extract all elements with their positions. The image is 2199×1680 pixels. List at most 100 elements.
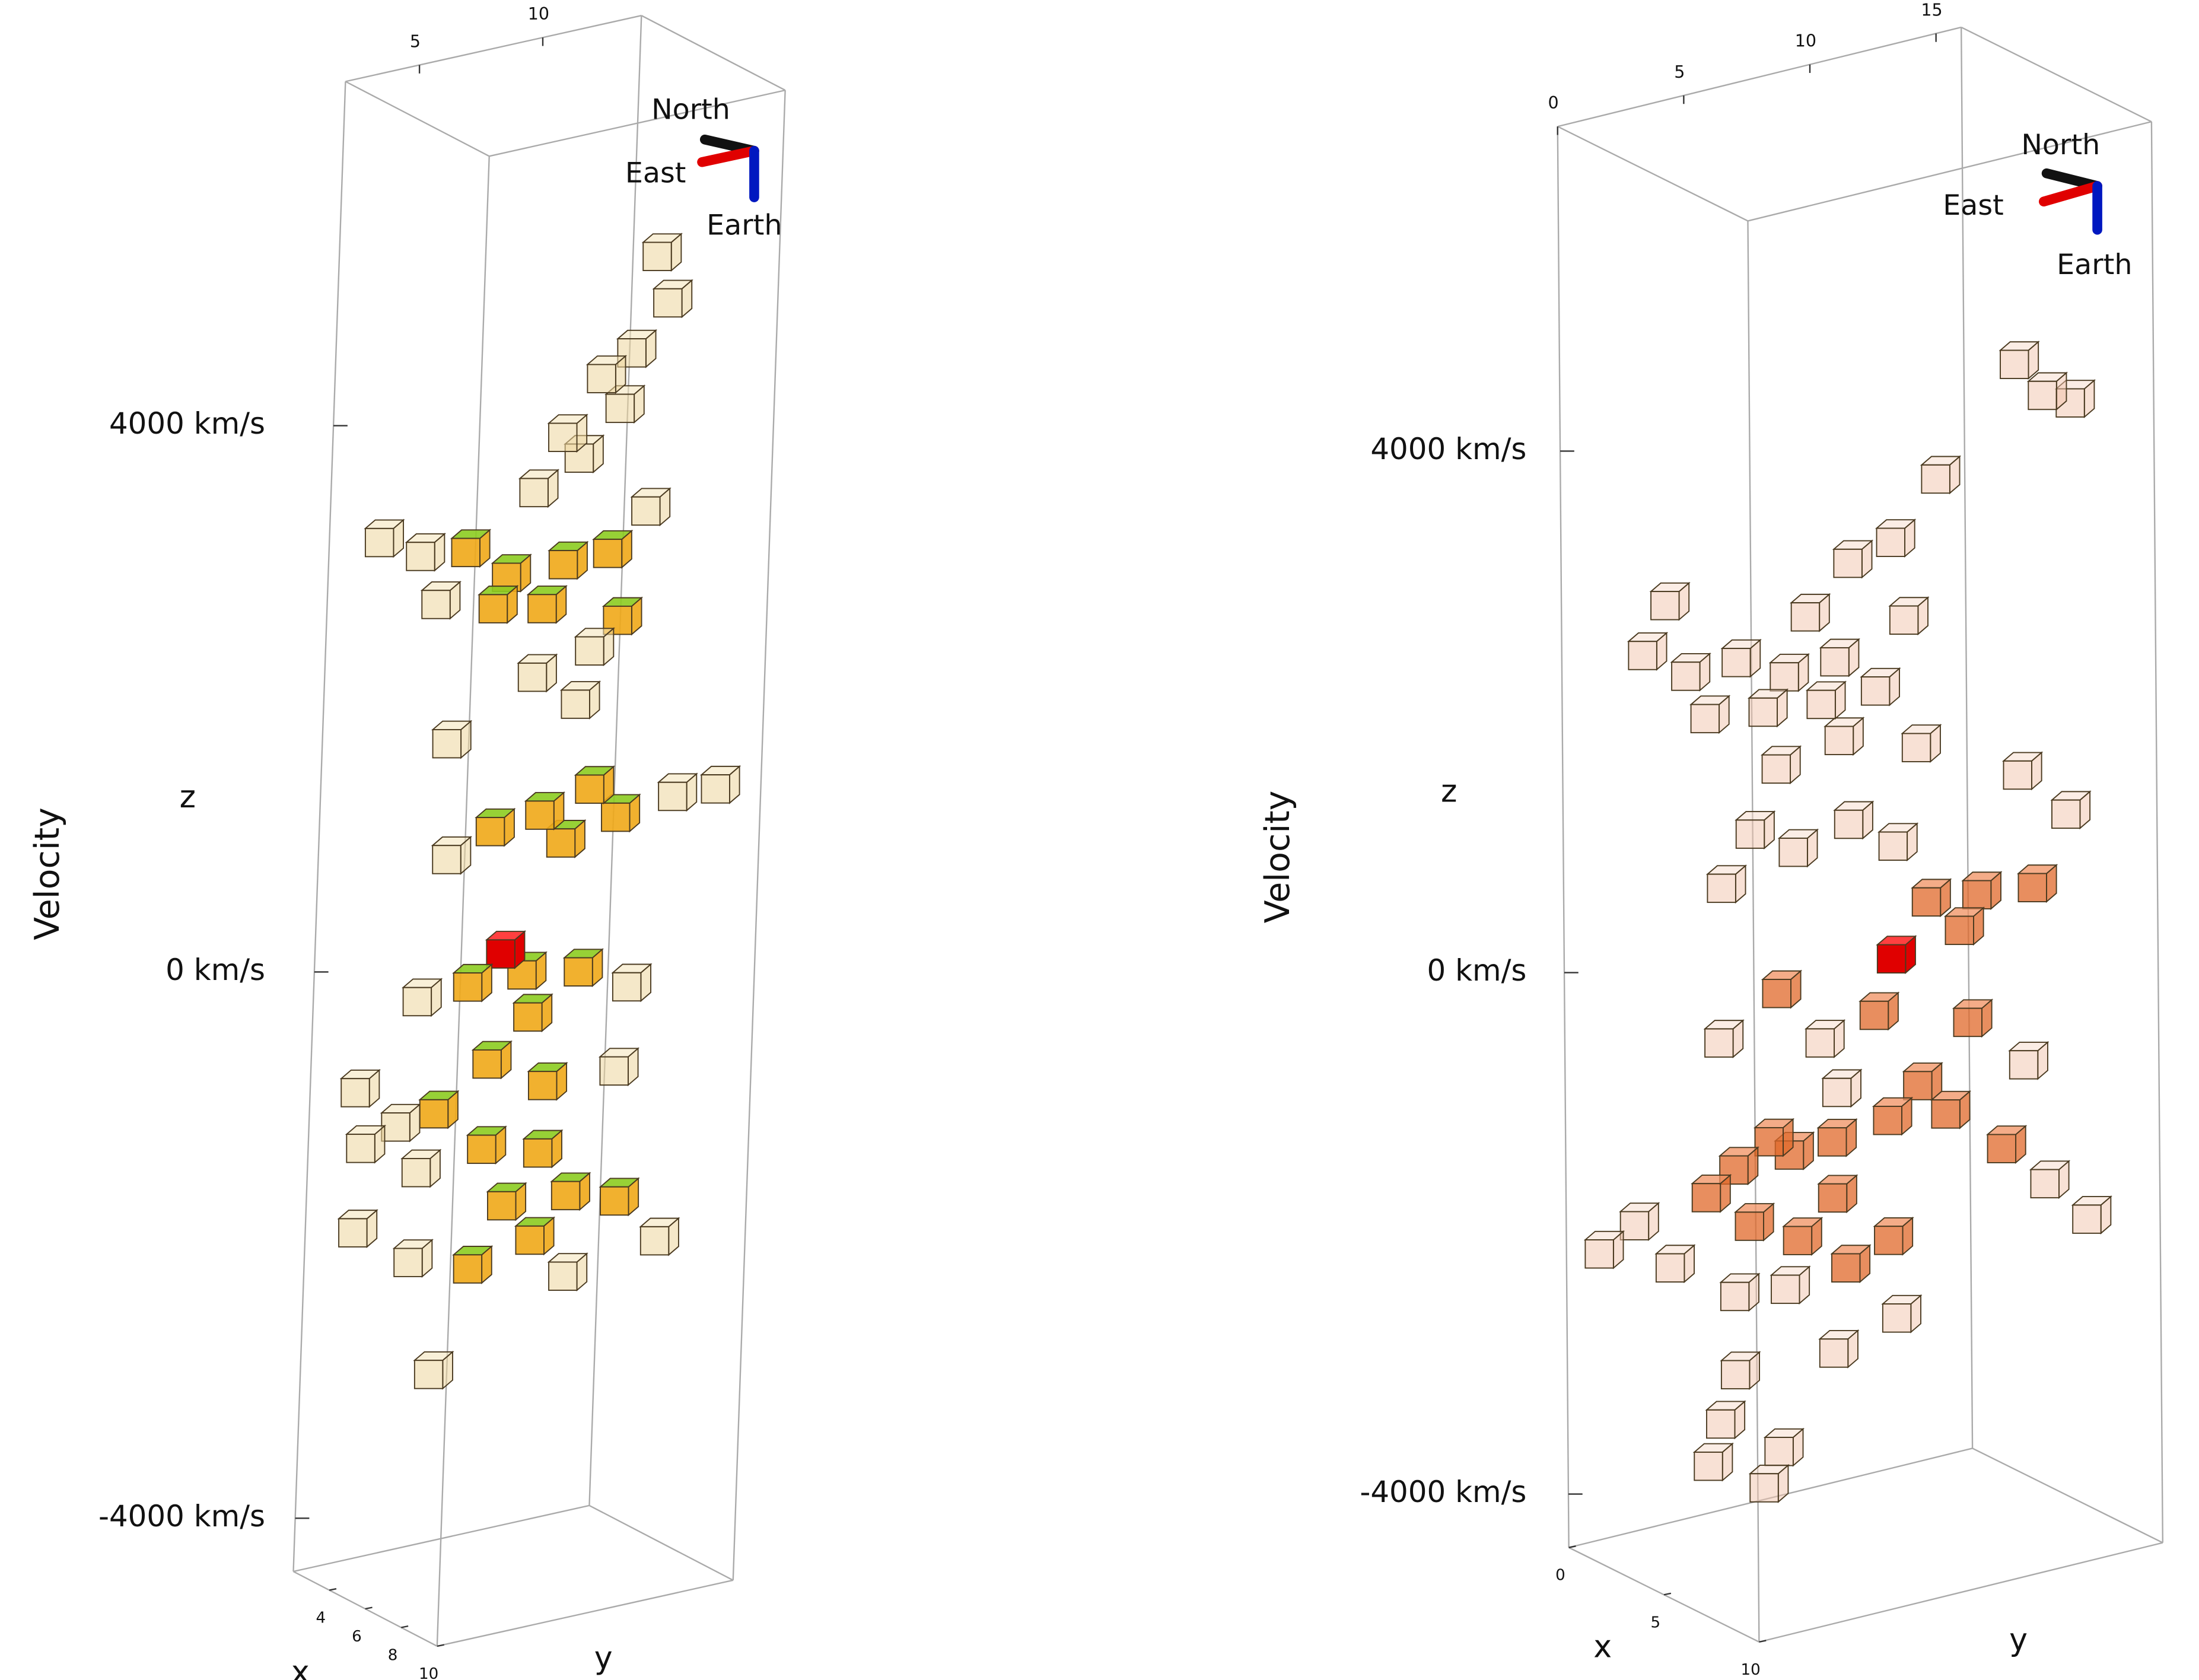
voxel xyxy=(1692,1175,1730,1212)
voxel xyxy=(1835,802,1873,839)
box-edge xyxy=(733,90,785,1580)
voxel-front xyxy=(1750,1474,1778,1502)
box-edge xyxy=(589,15,641,1506)
z-tick-label: -4000 km/s xyxy=(98,1499,265,1533)
orientation-label: North xyxy=(2021,129,2100,161)
voxel xyxy=(520,470,558,507)
voxel xyxy=(2000,342,2038,378)
orientation-label: East xyxy=(625,157,686,190)
voxel xyxy=(529,1063,567,1100)
box-edge xyxy=(1748,221,1759,1641)
voxel xyxy=(1820,1331,1858,1367)
voxel xyxy=(1707,1401,1745,1438)
voxel-front xyxy=(1835,810,1863,839)
voxel xyxy=(632,488,670,525)
voxel-front xyxy=(1883,1304,1911,1332)
voxel xyxy=(526,793,564,829)
box-edge xyxy=(437,156,489,1646)
voxel-front xyxy=(600,1057,628,1086)
voxel xyxy=(1806,1020,1844,1057)
voxel xyxy=(1931,1092,1969,1128)
box-edge xyxy=(294,81,346,1571)
voxel xyxy=(1807,682,1845,718)
x-tick xyxy=(1664,1593,1671,1595)
voxel xyxy=(1621,1203,1659,1240)
voxel-front xyxy=(594,539,622,568)
voxel-front xyxy=(1818,1128,1847,1156)
z-tick-label: 4000 km/s xyxy=(1370,432,1526,466)
axis-title: Velocity xyxy=(1258,791,1297,924)
voxel-front xyxy=(346,1134,375,1163)
voxel-front xyxy=(341,1078,370,1107)
voxel xyxy=(600,1178,638,1215)
voxel-front xyxy=(402,1159,431,1187)
voxel xyxy=(403,979,441,1016)
voxel-front xyxy=(575,775,604,803)
voxel-front xyxy=(549,424,577,452)
voxel xyxy=(488,1183,526,1220)
voxel-front xyxy=(575,637,604,666)
x-tick-label: 4 xyxy=(316,1609,326,1627)
voxel-front xyxy=(1585,1240,1614,1268)
voxel-front xyxy=(1628,641,1657,670)
voxel xyxy=(415,1352,453,1389)
voxel-front xyxy=(2000,351,2029,379)
voxel xyxy=(2028,373,2066,409)
voxel xyxy=(654,281,692,317)
box-edge xyxy=(1759,1543,2162,1642)
voxel xyxy=(552,1173,590,1210)
voxel-front xyxy=(549,1262,577,1290)
box-edge xyxy=(2152,122,2163,1542)
voxel xyxy=(402,1150,440,1187)
voxel xyxy=(406,534,444,571)
voxel-front xyxy=(1860,1001,1889,1030)
voxel xyxy=(1963,872,2001,909)
page: {"chart_data": [ {"type": "voxel3d", "va… xyxy=(0,0,2199,1680)
voxel-front xyxy=(2004,761,2032,790)
voxel xyxy=(1873,1098,1911,1135)
voxel xyxy=(339,1210,377,1247)
y-tick-label: 10 xyxy=(528,4,549,24)
voxel xyxy=(420,1092,458,1128)
voxel-front xyxy=(515,1226,544,1255)
voxel-front xyxy=(1807,691,1835,719)
voxel xyxy=(1819,1175,1857,1212)
x-tick-label: 8 xyxy=(388,1647,398,1665)
voxel xyxy=(1832,1245,1870,1282)
voxel xyxy=(479,586,517,623)
voxel xyxy=(549,1253,587,1290)
x-tick-label: 10 xyxy=(419,1665,438,1680)
voxel-front xyxy=(520,479,548,507)
voxel-front xyxy=(524,1139,552,1167)
voxel-front xyxy=(1651,591,1679,620)
voxel xyxy=(2052,791,2090,828)
voxel-front xyxy=(658,782,687,811)
voxel xyxy=(1762,746,1800,783)
voxel xyxy=(1749,689,1787,726)
voxel xyxy=(641,1218,679,1255)
voxel xyxy=(1825,718,1863,755)
voxel xyxy=(549,542,587,579)
voxel xyxy=(600,1048,638,1085)
voxel-front xyxy=(526,801,554,829)
voxel xyxy=(1705,1020,1743,1057)
voxel-front xyxy=(552,1182,580,1210)
voxel-front xyxy=(613,973,641,1001)
voxel xyxy=(594,531,632,568)
axis-title: y xyxy=(594,1640,613,1676)
voxel xyxy=(1883,1296,1921,1332)
voxel xyxy=(1771,1267,1809,1303)
z-tick-label: 4000 km/s xyxy=(109,406,265,441)
z-tick-label: 0 km/s xyxy=(1427,953,1527,988)
box-edge xyxy=(1558,126,1748,221)
voxel xyxy=(701,766,739,803)
voxel xyxy=(587,356,625,393)
voxel-front xyxy=(1721,1361,1750,1389)
box-edge xyxy=(641,15,785,90)
voxel xyxy=(1945,908,1983,944)
voxel-front xyxy=(406,542,435,571)
voxel-front xyxy=(432,845,461,874)
voxel-front xyxy=(1705,1029,1733,1057)
voxel xyxy=(549,415,587,451)
voxel-front xyxy=(1819,1184,1847,1213)
